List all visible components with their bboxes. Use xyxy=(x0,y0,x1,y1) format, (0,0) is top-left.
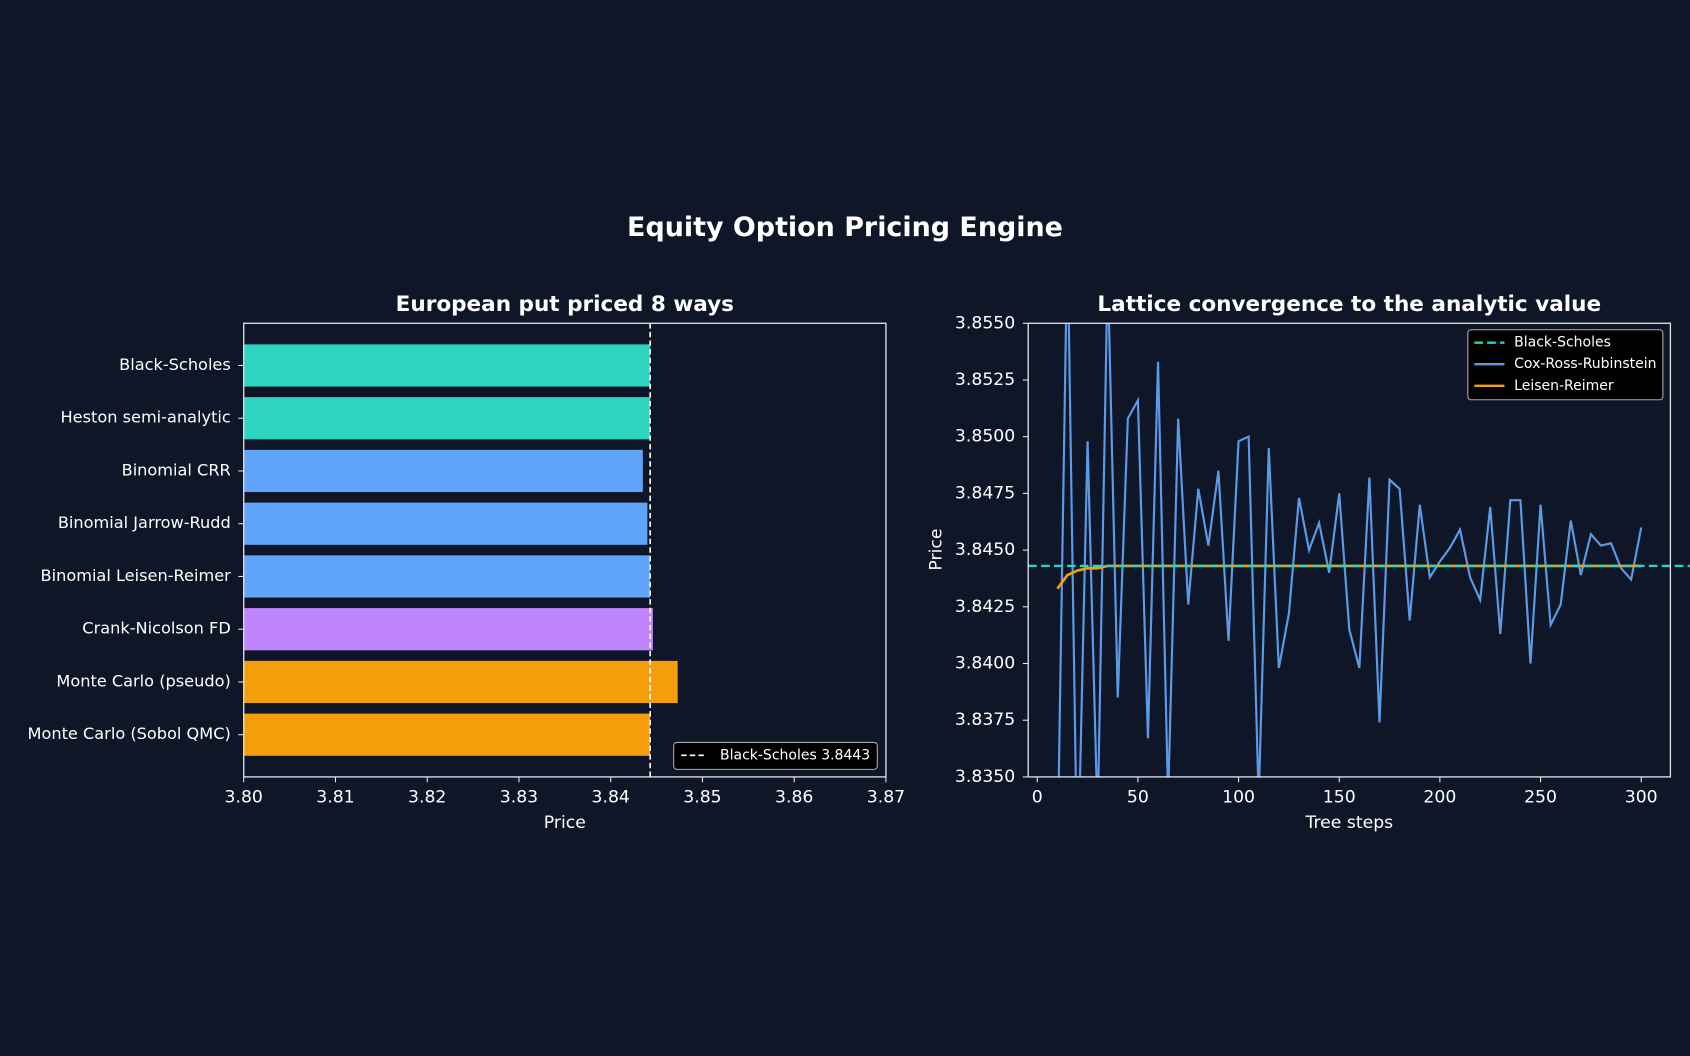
y-tick-label: 3.8550 xyxy=(955,313,1015,333)
x-tick-label: 3.86 xyxy=(775,787,813,807)
y-tick-label: Monte Carlo (pseudo) xyxy=(56,671,230,690)
y-tick-label: Binomial Leisen-Reimer xyxy=(41,566,232,585)
bar xyxy=(243,449,643,493)
y-tick-label: 3.8425 xyxy=(955,597,1015,617)
x-tick-label: 3.85 xyxy=(683,787,721,807)
bar xyxy=(243,502,648,545)
y-tick-label: 3.8375 xyxy=(955,710,1015,730)
y-tick-label: Black-Scholes xyxy=(119,355,231,374)
y-tick-label: Monte Carlo (Sobol QMC) xyxy=(28,724,231,743)
bar xyxy=(243,397,651,440)
y-tick-label: Binomial Jarrow-Rudd xyxy=(58,513,231,532)
y-tick-label: 3.8350 xyxy=(955,767,1015,787)
bar xyxy=(243,555,651,598)
series-line xyxy=(1056,564,1642,590)
x-tick-label: 3.81 xyxy=(316,787,354,807)
x-tick-label: 200 xyxy=(1423,787,1456,807)
x-tick-label: 250 xyxy=(1524,787,1557,807)
series-line xyxy=(1057,323,1643,777)
x-axis-label: Price xyxy=(544,813,586,833)
y-axis-label: Price xyxy=(927,529,947,571)
y-tick-label: Heston semi-analytic xyxy=(60,408,230,427)
x-tick-label: 100 xyxy=(1222,787,1255,807)
legend-label: Cox-Ross-Rubinstein xyxy=(1514,356,1656,372)
x-tick-label: 50 xyxy=(1127,787,1149,807)
x-axis-label: Tree steps xyxy=(1304,813,1393,833)
chart-title: Lattice convergence to the analytic valu… xyxy=(1097,292,1601,317)
x-tick-label: 3.80 xyxy=(225,787,263,807)
x-tick-label: 3.82 xyxy=(408,787,446,807)
legend-label: Black-Scholes xyxy=(1514,335,1611,351)
frame xyxy=(243,322,887,778)
legend-box xyxy=(1467,329,1664,401)
y-tick-label: 3.8450 xyxy=(955,540,1015,560)
legend-label: Leisen-Reimer xyxy=(1514,378,1614,394)
page-title: Equity Option Pricing Engine xyxy=(627,212,1063,243)
bar xyxy=(243,713,651,756)
y-tick-label: 3.8400 xyxy=(955,654,1015,674)
x-tick-label: 300 xyxy=(1625,787,1658,807)
y-tick-label: Crank-Nicolson FD xyxy=(82,619,231,638)
x-tick-label: 0 xyxy=(1032,787,1043,807)
bar xyxy=(243,344,651,387)
chart-title: European put priced 8 ways xyxy=(396,292,734,317)
bar xyxy=(243,608,653,651)
legend-box xyxy=(673,741,878,770)
y-tick-label: Binomial CRR xyxy=(122,460,231,479)
x-tick-label: 3.84 xyxy=(592,787,630,807)
x-tick-label: 150 xyxy=(1323,787,1356,807)
x-tick-label: 3.83 xyxy=(500,787,538,807)
y-tick-label: 3.8475 xyxy=(955,483,1015,503)
frame xyxy=(1027,322,1672,778)
y-tick-label: 3.8525 xyxy=(955,370,1015,390)
y-tick-label: 3.8500 xyxy=(955,427,1015,447)
bar xyxy=(243,660,678,704)
legend-label: Black-Scholes 3.8443 xyxy=(720,747,870,763)
plot-area xyxy=(1056,323,1643,777)
x-tick-label: 3.87 xyxy=(867,787,905,807)
